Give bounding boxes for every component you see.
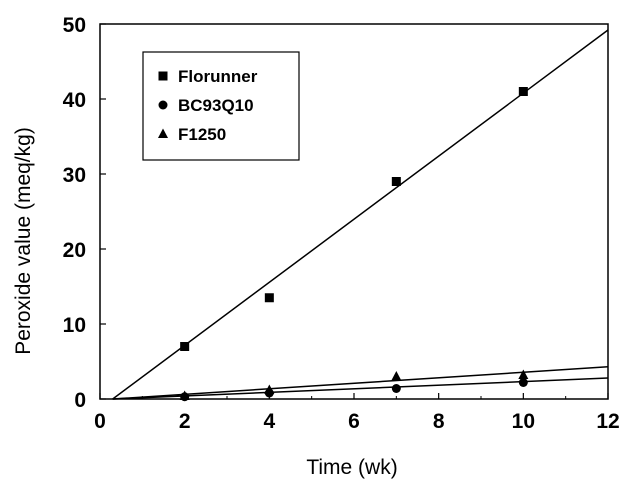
legend: Florunner BC93Q10 F1250 [142,51,300,161]
data-point-f1250 [391,371,402,381]
data-point-florunner [518,87,528,96]
legend-box [142,51,300,161]
y-tick-label: 50 [63,14,86,37]
x-tick-label: 8 [433,410,445,433]
legend-marker-f1250 [158,128,168,138]
tick-labels: 0 2 4 6 8 10 12 0 10 20 30 40 50 [63,14,620,433]
fit-line-f1250 [112,366,609,400]
legend-label-florunner: Florunner [178,67,258,86]
y-tick-label: 20 [63,239,86,262]
y-tick-label: 10 [63,314,86,337]
x-tick-label: 12 [596,410,619,433]
y-tick-label: 30 [63,164,86,187]
x-axis-title: Time (wk) [306,456,397,479]
y-tick-label: 40 [63,89,86,112]
data-point-f1250 [264,384,275,394]
data-point-florunner [264,293,274,303]
x-tick-label: 4 [263,410,275,433]
y-axis-title: Peroxide value (meq/kg) [12,127,35,355]
x-tick-label: 6 [348,410,360,433]
legend-label-bc93q10: BC93Q10 [178,96,254,115]
data-point-f1250 [179,390,190,400]
legend-marker-bc93q10 [158,100,168,110]
data-point-f1250 [518,369,529,379]
legend-marker-florunner [158,71,168,81]
x-tick-label: 10 [512,410,535,433]
x-tick-label: 2 [179,410,191,433]
data-point-florunner [391,177,401,186]
y-tick-label: 0 [74,389,86,412]
data-point-florunner [180,342,190,351]
axis-ticks [99,23,609,400]
legend-label-f1250: F1250 [178,125,226,144]
data-point-bc93q10 [518,378,528,387]
x-tick-label: 0 [94,410,106,433]
data-point-bc93q10 [391,384,401,393]
data-points [179,87,529,402]
